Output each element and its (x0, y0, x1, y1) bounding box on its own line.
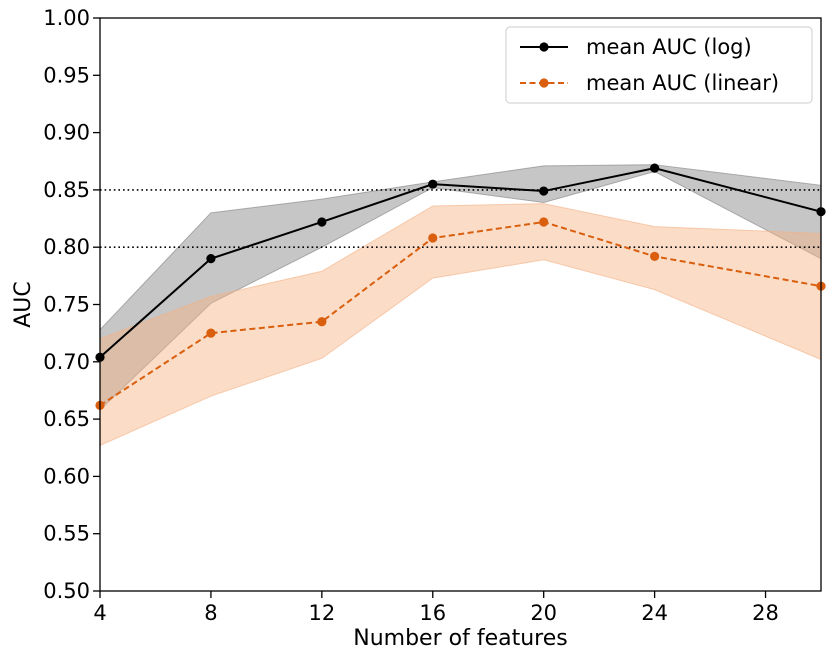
y-tick-label: 0.90 (43, 121, 90, 145)
legend-marker-log (539, 42, 549, 52)
legend-box (505, 26, 813, 104)
y-tick-label: 0.65 (43, 407, 90, 431)
x-tick-label: 16 (419, 601, 446, 625)
point-log-16 (428, 179, 438, 189)
point-linear-24 (650, 251, 660, 261)
y-tick-label: 0.95 (43, 63, 90, 87)
y-tick-label: 0.80 (43, 235, 90, 259)
x-tick-label: 28 (752, 601, 779, 625)
point-log-12 (317, 217, 327, 227)
x-axis-label: Number of features (353, 626, 567, 651)
y-tick-label: 0.85 (43, 178, 90, 202)
point-linear-8 (206, 328, 216, 338)
legend-marker-linear (539, 78, 549, 88)
y-tick-label: 0.50 (43, 579, 90, 603)
x-tick-label: 20 (530, 601, 557, 625)
confidence-bands (99, 164, 822, 447)
legend-label-linear: mean AUC (linear) (586, 71, 779, 95)
y-tick-label: 0.75 (43, 293, 90, 317)
x-tick-label: 8 (204, 601, 217, 625)
point-linear-12 (317, 317, 327, 327)
point-log-20 (539, 186, 549, 196)
y-tick-label: 0.60 (43, 464, 90, 488)
x-tick-label: 24 (641, 601, 668, 625)
legend-label-log: mean AUC (log) (586, 35, 752, 59)
y-axis-label: AUC (11, 281, 36, 328)
axes: 0.50 0.55 0.60 0.65 0.70 0.75 0.80 0.85 0.90 0.95… (43, 6, 779, 625)
y-tick-label: 0.70 (43, 350, 90, 374)
y-tick-label: 0.55 (43, 522, 90, 546)
reference-lines (100, 189, 821, 248)
point-log-24 (650, 163, 660, 173)
y-tick-label: 1.00 (43, 6, 90, 30)
data-series (95, 163, 826, 410)
point-log-8 (206, 254, 216, 264)
point-linear-16 (428, 233, 438, 243)
legend: mean AUC (log) mean AUC (linear) (505, 26, 813, 104)
x-tick-label: 4 (93, 601, 106, 625)
point-linear-20 (539, 217, 549, 227)
x-tick-label: 12 (308, 601, 335, 625)
